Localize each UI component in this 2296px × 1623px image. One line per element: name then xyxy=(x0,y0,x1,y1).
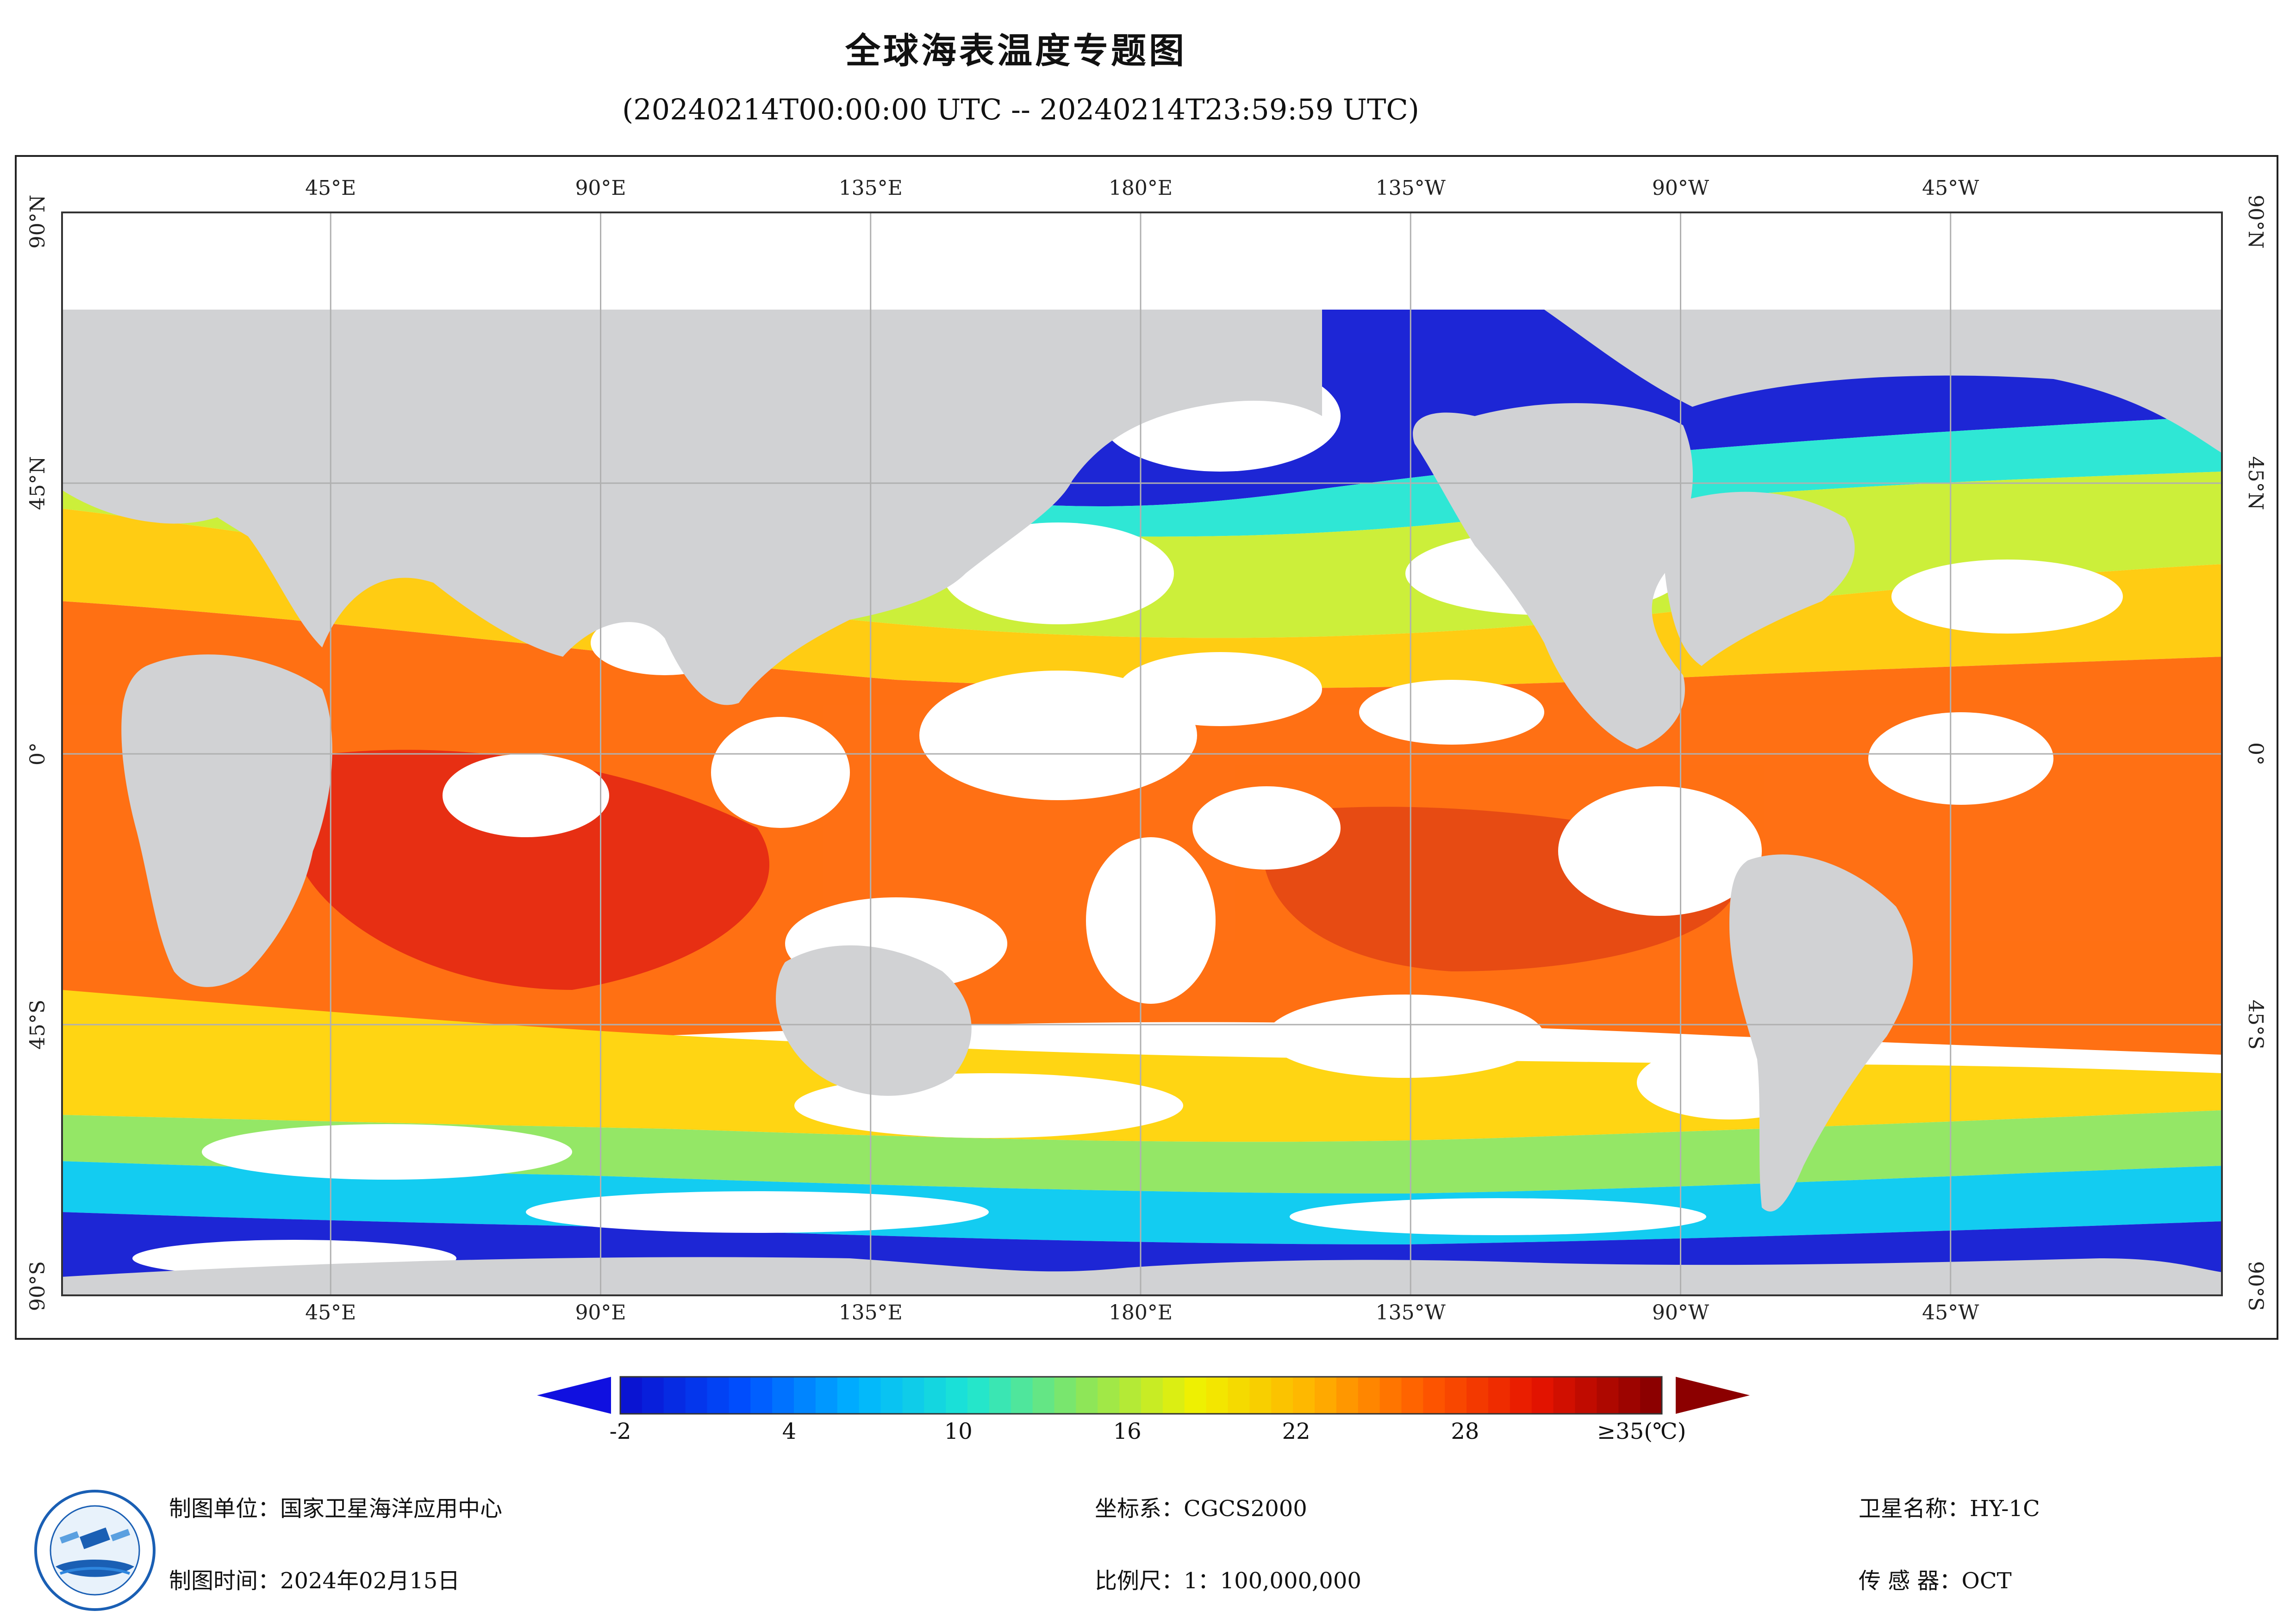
colorbar-segment xyxy=(946,1377,968,1414)
right-latitude-label: 45°N xyxy=(2244,456,2267,510)
top-longitude-label: 90°W xyxy=(1652,176,1710,200)
colorbar-segment xyxy=(924,1377,947,1414)
map-title: 全球海表温度专题图 xyxy=(845,30,1187,71)
bottom-longitude-label: 135°E xyxy=(839,1301,903,1325)
colorbar-segment xyxy=(1098,1377,1120,1414)
map-inner-border xyxy=(61,211,2223,1296)
colorbar-segment xyxy=(685,1377,708,1414)
colorbar-segment xyxy=(1054,1377,1077,1414)
bottom-longitude-label: 180°E xyxy=(1109,1301,1173,1325)
colorbar-segment xyxy=(1119,1377,1142,1414)
colorbar-segment xyxy=(1531,1377,1554,1414)
colorbar-segment xyxy=(1466,1377,1489,1414)
sst-map: 45°E 45°E 90°E 90°E 135°E 135°E 180°E 180°E 135°… xyxy=(17,157,2277,1338)
colorbar-tick-label: -2 xyxy=(609,1418,631,1444)
bottom-longitude-label: 135°W xyxy=(1376,1301,1446,1325)
colorbar-segment xyxy=(1488,1377,1510,1414)
colorbar-segment xyxy=(1510,1377,1532,1414)
colorbar-tick-label: 28 xyxy=(1451,1418,1479,1444)
colorbar-segment xyxy=(1640,1377,1662,1414)
left-latitude-label: 0° xyxy=(26,742,50,765)
colorbar-segment xyxy=(1445,1377,1467,1414)
left-latitude-label: 45°S xyxy=(26,1000,50,1050)
colorbar xyxy=(537,1376,1750,1415)
colorbar-segment xyxy=(794,1377,816,1414)
top-longitude-label: 90°E xyxy=(575,176,626,200)
colorbar-segment xyxy=(1358,1377,1380,1414)
colorbar-segment xyxy=(1032,1377,1055,1414)
bottom-longitude-label: 90°E xyxy=(575,1301,626,1325)
right-latitude-label: 0° xyxy=(2244,742,2267,765)
colorbar-segment xyxy=(1401,1377,1424,1414)
colorbar-segment xyxy=(989,1377,1011,1414)
colorbar-segment xyxy=(1553,1377,1576,1414)
colorbar-tick-label: 10 xyxy=(944,1418,973,1444)
left-latitude-label: 90°N xyxy=(26,195,50,249)
colorbar-segment xyxy=(750,1377,773,1414)
left-latitude-label: 45°N xyxy=(26,456,50,510)
top-longitude-label: 180°E xyxy=(1109,176,1173,200)
colorbar-segment xyxy=(1076,1377,1098,1414)
footer-sensor: 传 感 器：OCT xyxy=(1859,1568,2012,1594)
footer-coordinate-system: 坐标系：CGCS2000 xyxy=(1095,1496,1307,1522)
colorbar-segment xyxy=(837,1377,860,1414)
footer-scale: 比例尺：1：100,000,000 xyxy=(1095,1568,1361,1594)
map-subtitle-time-range: (20240214T00:00:00 UTC -- 20240214T23:59… xyxy=(622,93,1419,126)
bottom-longitude-label: 45°W xyxy=(1922,1301,1979,1325)
colorbar-segment xyxy=(1315,1377,1337,1414)
colorbar-segment xyxy=(1206,1377,1229,1414)
colorbar-segment xyxy=(1423,1377,1446,1414)
colorbar-segment xyxy=(1184,1377,1207,1414)
right-latitude-label: 45°S xyxy=(2244,1000,2267,1050)
colorbar-tick-label: 22 xyxy=(1282,1418,1310,1444)
right-latitude-label: 90°S xyxy=(2244,1261,2267,1311)
colorbar-segment xyxy=(1141,1377,1163,1414)
bottom-longitude-label: 45°E xyxy=(305,1301,356,1325)
colorbar-segment xyxy=(1228,1377,1250,1414)
colorbar-tick-label: ≥35(℃) xyxy=(1597,1418,1686,1444)
colorbar-segment xyxy=(1379,1377,1402,1414)
colorbar-tick-label: 4 xyxy=(782,1418,797,1444)
nsoas-logo xyxy=(34,1490,156,1611)
colorbar-outline xyxy=(619,1376,1663,1415)
top-longitude-label: 45°E xyxy=(305,176,356,200)
colorbar-segment xyxy=(1011,1377,1033,1414)
colorbar-segment xyxy=(663,1377,686,1414)
colorbar-segment xyxy=(967,1377,990,1414)
colorbar-segment xyxy=(815,1377,838,1414)
colorbar-segment xyxy=(707,1377,730,1414)
colorbar-segment xyxy=(1271,1377,1294,1414)
top-longitude-label: 135°W xyxy=(1376,176,1446,200)
graticule xyxy=(62,212,2222,1295)
colorbar-min-arrow xyxy=(537,1377,611,1414)
left-latitude-label: 90°S xyxy=(26,1261,50,1311)
colorbar-segment xyxy=(642,1377,664,1414)
map-frame: 45°E 45°E 90°E 90°E 135°E 135°E 180°E 180°E 135°… xyxy=(15,155,2278,1340)
footer-satellite: 卫星名称：HY-1C xyxy=(1859,1496,2040,1522)
colorbar-segment xyxy=(729,1377,751,1414)
colorbar-segment xyxy=(859,1377,881,1414)
colorbar-segment xyxy=(1597,1377,1619,1414)
footer-time: 制图时间：2024年02月15日 xyxy=(169,1568,460,1594)
colorbar-segment xyxy=(1336,1377,1359,1414)
right-latitude-label: 90°N xyxy=(2244,195,2267,249)
bottom-longitude-label: 90°W xyxy=(1652,1301,1710,1325)
colorbar-segment xyxy=(1618,1377,1641,1414)
colorbar-segment xyxy=(1293,1377,1315,1414)
colorbar-segment xyxy=(1162,1377,1185,1414)
land-masses xyxy=(62,310,2222,1295)
top-longitude-label: 135°E xyxy=(839,176,903,200)
top-longitude-label: 45°W xyxy=(1922,176,1979,200)
colorbar-segment xyxy=(1575,1377,1597,1414)
colorbar-max-arrow xyxy=(1676,1377,1750,1414)
colorbar-segment xyxy=(772,1377,794,1414)
colorbar-segment xyxy=(902,1377,925,1414)
footer-unit: 制图单位：国家卫星海洋应用中心 xyxy=(169,1496,503,1522)
colorbar-segment xyxy=(620,1377,643,1414)
colorbar-segment xyxy=(1249,1377,1272,1414)
colorbar-segment xyxy=(880,1377,903,1414)
colorbar-tick-label: 16 xyxy=(1113,1418,1142,1444)
